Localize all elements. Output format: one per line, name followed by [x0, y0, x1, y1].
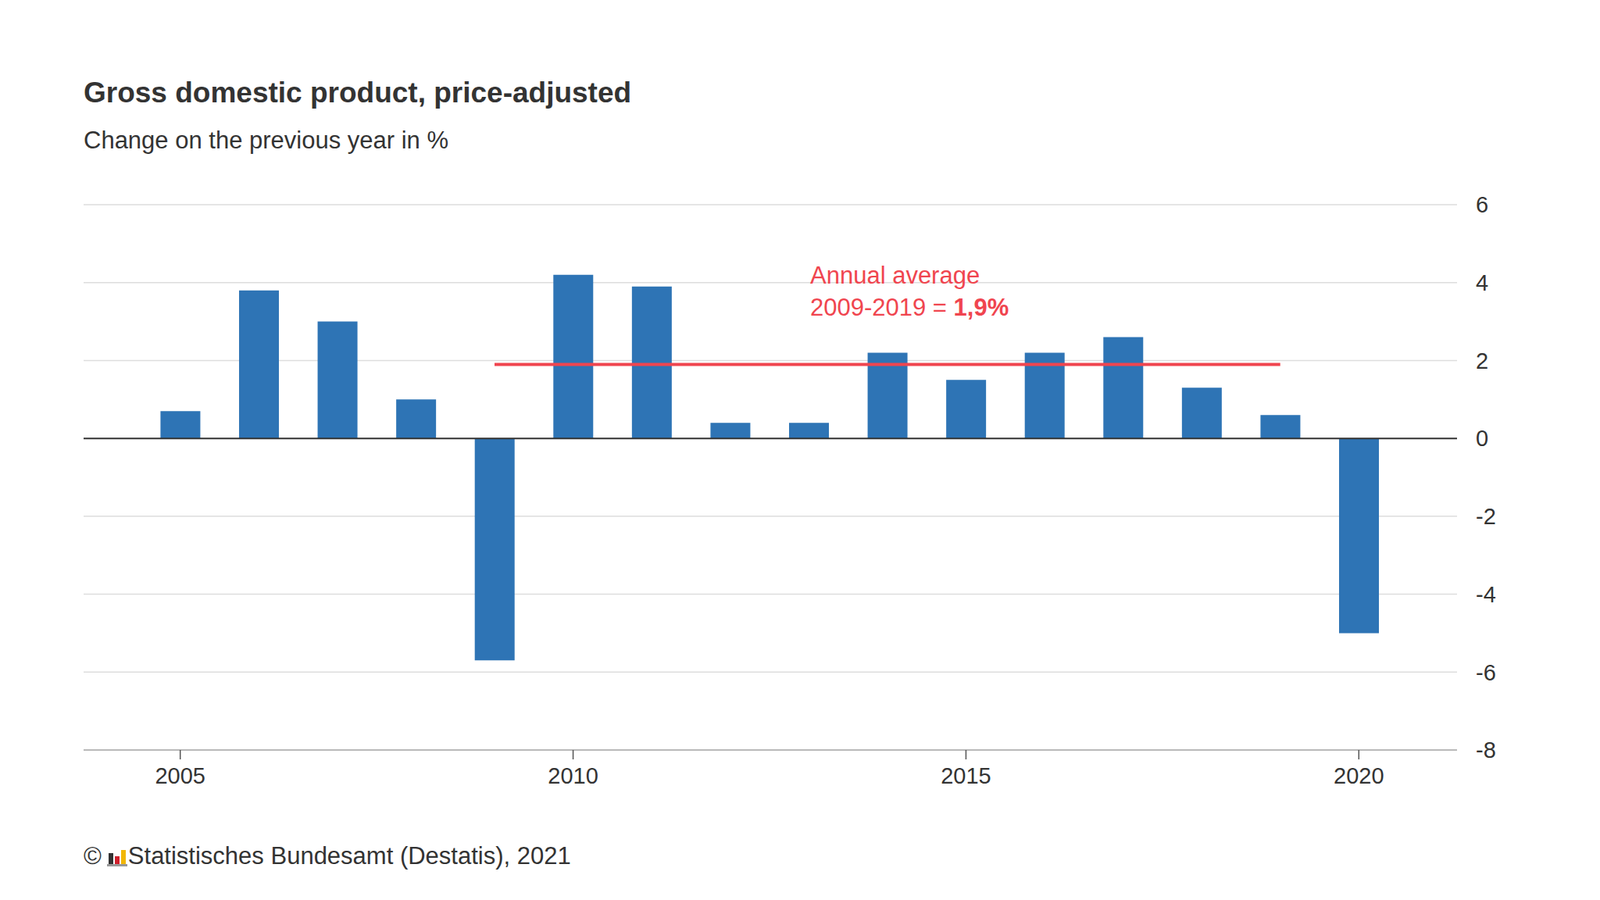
- html-text:Statistisches Bundesamt (Desta: Statistisches Bundesamt (Destatis), 2021: [127, 842, 571, 870]
- svg-text:6: 6: [1475, 192, 1489, 218]
- svg-text:2005: 2005: [154, 763, 206, 789]
- svg-text:-4: -4: [1475, 582, 1497, 608]
- html-text:Gross domestic product, price-: Gross domestic product, price-adjusted: [83, 76, 632, 109]
- svg-text:-8: -8: [1475, 737, 1497, 763]
- svg-text:2: 2: [1475, 348, 1489, 374]
- svg-text:4: 4: [1475, 270, 1489, 296]
- svg-text:2020: 2020: [1333, 763, 1385, 789]
- svg-text:-2: -2: [1475, 503, 1497, 529]
- svg-text:2010: 2010: [547, 763, 599, 789]
- html-text:2009-2019 = 1,9%: 2009-2019 = 1,9%: [810, 293, 1009, 322]
- svg-text:2015: 2015: [940, 763, 992, 789]
- html-text:Change on the previous year in: Change on the previous year in %: [83, 126, 449, 154]
- svg-text:-6: -6: [1475, 660, 1497, 686]
- svg-text:0: 0: [1475, 425, 1489, 451]
- html-text:Annual average: Annual average: [810, 261, 980, 290]
